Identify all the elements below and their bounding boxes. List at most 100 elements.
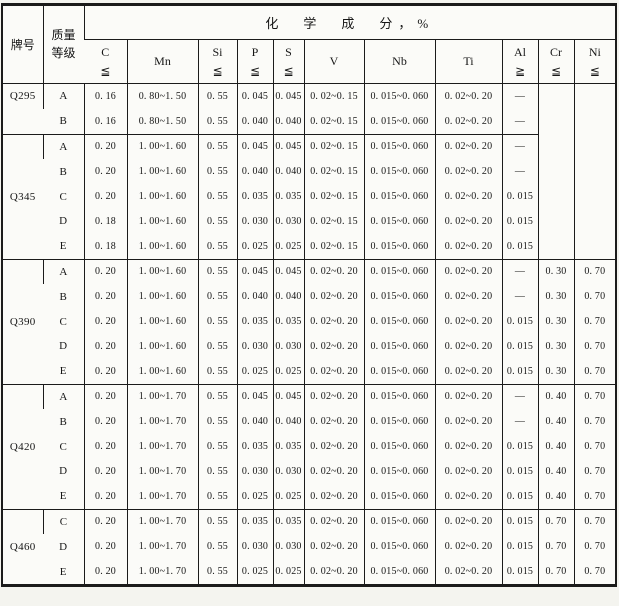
v-cell: 0. 02~0. 20 [303,458,364,484]
mn-cell: 0. 80~1. 50 [126,82,198,109]
level-cell: B [59,165,68,178]
al-cell: — [501,409,538,435]
cr-cell: 0. 40 [537,409,574,435]
limit-sign: ≦ [550,63,562,78]
nb-cell: 0. 015~0. 060 [363,82,435,109]
mn-cell: 1. 00~1. 60 [126,184,198,209]
level-cell: D [59,540,68,553]
s-cell: 0. 025 [272,483,304,510]
table-row: D 0. 20 1. 00~1. 60 0. 55 0. 030 0. 030 0. 02~… [2,333,617,359]
c-cell: 0. 18 [83,233,127,260]
c-cell: 0. 20 [83,133,127,160]
ti-cell: 0. 02~0. 20 [434,233,502,260]
v-cell: 0. 02~0. 15 [303,133,364,160]
column-header-ti: Ti [434,39,502,84]
cr-cell: 0. 30 [537,309,574,334]
limit-sign: ≧ [514,63,526,78]
element-symbol: V [329,53,339,68]
column-header-v: V [303,39,364,84]
al-cell: 0. 015 [501,358,538,385]
element-symbol: Nb [392,53,407,68]
al-cell: 0. 015 [501,208,538,234]
cr-cell: 0. 30 [537,284,574,310]
ti-cell: 0. 02~0. 20 [434,333,502,359]
si-cell: 0. 55 [197,333,237,359]
nb-cell: 0. 015~0. 060 [363,233,435,260]
cr-cell: 0. 70 [537,559,574,586]
p-cell: 0. 030 [236,333,273,359]
c-cell: 0. 20 [83,159,127,185]
nb-cell: 0. 015~0. 060 [363,559,435,586]
v-cell: 0. 02~0. 15 [303,208,364,234]
table-row: D 0. 20 1. 00~1. 70 0. 55 0. 030 0. 030 0. 02~… [2,458,617,484]
ni-cell: 0. 70 [573,483,617,510]
table-row: E 0. 20 1. 00~1. 60 0. 55 0. 025 0. 025 0. 02~… [2,358,617,385]
table-row: D 0. 18 1. 00~1. 60 0. 55 0. 030 0. 030 0. 02~… [2,208,616,234]
v-cell: 0. 02~0. 20 [303,358,364,385]
al-cell: 0. 015 [501,458,538,484]
cr-cell: 0. 30 [537,333,574,359]
mn-cell: 1. 00~1. 60 [126,233,198,260]
element-symbol: Si [212,45,223,60]
si-cell: 0. 55 [197,284,237,310]
element-symbol: C [101,45,110,60]
grade-cell: Q420 [2,383,43,510]
s-cell: 0. 030 [272,534,304,560]
al-cell: 0. 015 [501,233,538,260]
c-cell: 0. 20 [83,559,127,586]
c-cell: 0. 16 [83,82,127,109]
nb-cell: 0. 015~0. 060 [363,333,435,359]
table-row: E 0. 18 1. 00~1. 60 0. 55 0. 025 0. 025 0. 02~… [2,233,616,260]
scanned-table-page: 牌号 质量 等级 化 学 成 分，% C ≦ Mn Si ≦ P ≦ S ≦ V Nb Ti Al ≧ Cr… [1,3,618,587]
ti-cell: 0. 02~0. 20 [434,309,502,334]
nb-cell: 0. 015~0. 060 [363,309,435,334]
ti-cell: 0. 02~0. 20 [434,534,502,560]
mn-cell: 1. 00~1. 60 [126,159,198,185]
mn-cell: 1. 00~1. 60 [126,258,198,285]
s-cell: 0. 030 [272,458,304,484]
p-cell: 0. 040 [236,284,273,310]
cr-cell: 0. 40 [537,458,574,484]
cr-cell: 0. 30 [537,258,574,285]
p-cell: 0. 045 [236,258,273,285]
s-cell: 0. 035 [272,434,304,459]
nb-cell: 0. 015~0. 060 [363,258,435,285]
s-cell: 0. 040 [272,108,304,135]
ni-cell-merged-empty [573,83,617,260]
c-cell: 0. 20 [83,483,127,510]
quality-level-column-header: 质量 等级 [42,4,84,84]
v-cell: 0. 02~0. 15 [303,233,364,260]
ti-cell: 0. 02~0. 20 [434,208,502,234]
p-cell: 0. 030 [236,208,273,234]
si-cell: 0. 55 [197,383,237,410]
composition-title: 化 学 成 分，% [83,4,617,40]
s-cell: 0. 045 [272,383,304,410]
al-cell: — [501,108,538,135]
mn-cell: 1. 00~1. 70 [126,434,198,459]
level-cell: D [59,215,68,228]
c-cell: 0. 20 [83,458,127,484]
element-symbol: Ti [463,53,474,68]
table-row: Q345 A 0. 20 1. 00~1. 60 0. 55 0. 045 0. 045 0.… [2,133,616,260]
column-header-p: P ≦ [236,39,273,84]
v-cell: 0. 02~0. 20 [303,333,364,359]
s-cell: 0. 025 [272,358,304,385]
element-symbol: Mn [154,53,171,68]
level-cell: C [59,440,68,453]
column-header-si: Si ≦ [197,39,237,84]
column-header-nb: Nb [363,39,435,84]
element-symbol: Ni [588,45,601,60]
table-row: Q295 A 0. 16 0. 80~1. 50 0. 55 0. 045 0. 045 0.… [2,82,617,260]
nb-cell: 0. 015~0. 060 [363,434,435,459]
level-cell: C [42,508,84,535]
limit-sign: ≦ [249,63,261,78]
si-cell: 0. 55 [197,559,237,586]
table-row: B 0. 20 1. 00~1. 70 0. 55 0. 040 0. 040 0. 02~… [2,409,617,435]
level-cell: A [42,258,84,285]
table-row: C 0. 20 1. 00~1. 70 0. 55 0. 035 0. 035 0. 02~… [2,434,617,459]
quality-label-line1: 质量 [51,28,76,43]
v-cell: 0. 02~0. 15 [303,184,364,209]
al-cell: 0. 015 [501,309,538,334]
cr-cell: 0. 40 [537,434,574,459]
c-cell: 0. 20 [83,534,127,560]
